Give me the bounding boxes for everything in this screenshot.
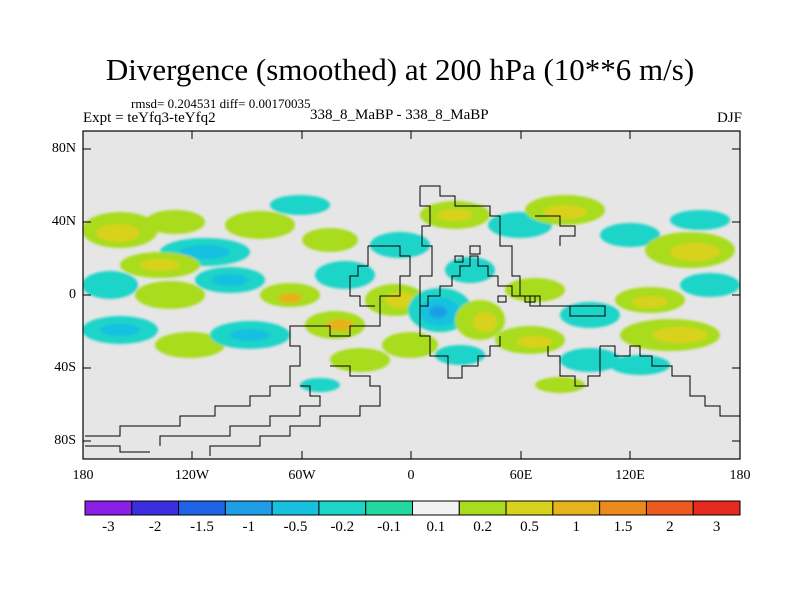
coastline-outline xyxy=(85,185,740,456)
colorbar-swatch xyxy=(84,500,133,516)
colorbar-label: 2 xyxy=(666,519,674,535)
center-label: 338_8_MaBP - 338_8_MaBP xyxy=(310,107,489,123)
colorbar-swatch xyxy=(599,500,647,516)
colorbar-swatch xyxy=(178,500,226,516)
colorbar-label: 0.5 xyxy=(520,519,539,535)
colorbar xyxy=(84,500,741,516)
colorbar-swatch xyxy=(645,500,694,516)
season-label: DJF xyxy=(716,110,742,126)
colorbar-swatch xyxy=(692,500,741,516)
colorbar-swatch xyxy=(505,500,554,516)
x-tick-label: 60W xyxy=(288,468,316,483)
colorbar-label: 0.1 xyxy=(426,519,446,535)
y-tick-label: 80N xyxy=(51,141,76,156)
colorbar-swatch xyxy=(552,500,601,516)
colorbar-swatch xyxy=(458,500,507,516)
colorbar-label: 0.2 xyxy=(473,519,493,535)
x-tick-label: 60E xyxy=(509,468,533,483)
colorbar-swatch xyxy=(318,500,367,516)
colorbar-swatch xyxy=(131,500,180,516)
y-tick-label: 0 xyxy=(69,287,76,302)
colorbar-label: -0.5 xyxy=(283,519,308,535)
colorbar-swatch xyxy=(224,500,273,516)
x-tick-label: 180 xyxy=(72,468,94,483)
y-tick-label: 80S xyxy=(54,433,76,448)
colorbar-label: -3 xyxy=(102,519,115,535)
colorbar-label: 3 xyxy=(712,519,721,535)
colorbar-swatch xyxy=(365,500,414,516)
x-tick-label: 0 xyxy=(407,468,415,483)
x-tick-label: 120W xyxy=(174,468,210,483)
colorbar-label: -0.1 xyxy=(377,519,401,535)
experiment-label: Expt = teYfq3-teYfq2 xyxy=(83,110,216,126)
map-title: Divergence (smoothed) at 200 hPa (10**6 … xyxy=(105,52,695,87)
colorbar-label: -1 xyxy=(242,519,256,535)
colorbar-swatch xyxy=(412,500,460,516)
colorbar-label: -1.5 xyxy=(190,519,214,535)
colorbar-label: -2 xyxy=(148,519,162,535)
colorbar-label: -0.2 xyxy=(330,519,355,535)
colorbar-label: 1.5 xyxy=(613,519,633,535)
stats-label: rmsd= 0.204531 diff= 0.00170035 xyxy=(131,96,311,111)
colorbar-label: 1 xyxy=(572,519,581,535)
axis-ticks xyxy=(83,131,740,459)
y-tick-label: 40N xyxy=(51,214,76,229)
colorbar-swatch xyxy=(271,500,320,516)
x-tick-label: 120E xyxy=(615,468,645,483)
x-tick-label: 180 xyxy=(729,468,751,483)
y-tick-label: 40S xyxy=(54,360,76,375)
